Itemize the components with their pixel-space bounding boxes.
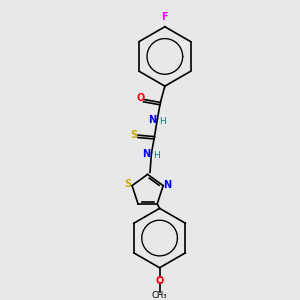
Text: N: N [142,149,150,159]
Text: F: F [161,12,168,22]
Text: O: O [136,93,145,103]
Text: N: N [148,115,156,125]
Text: O: O [155,276,164,286]
Text: CH₃: CH₃ [152,291,167,300]
Text: H: H [154,151,160,160]
Text: N: N [163,180,171,190]
Text: S: S [130,130,137,140]
Text: S: S [124,179,131,189]
Text: H: H [159,117,166,126]
